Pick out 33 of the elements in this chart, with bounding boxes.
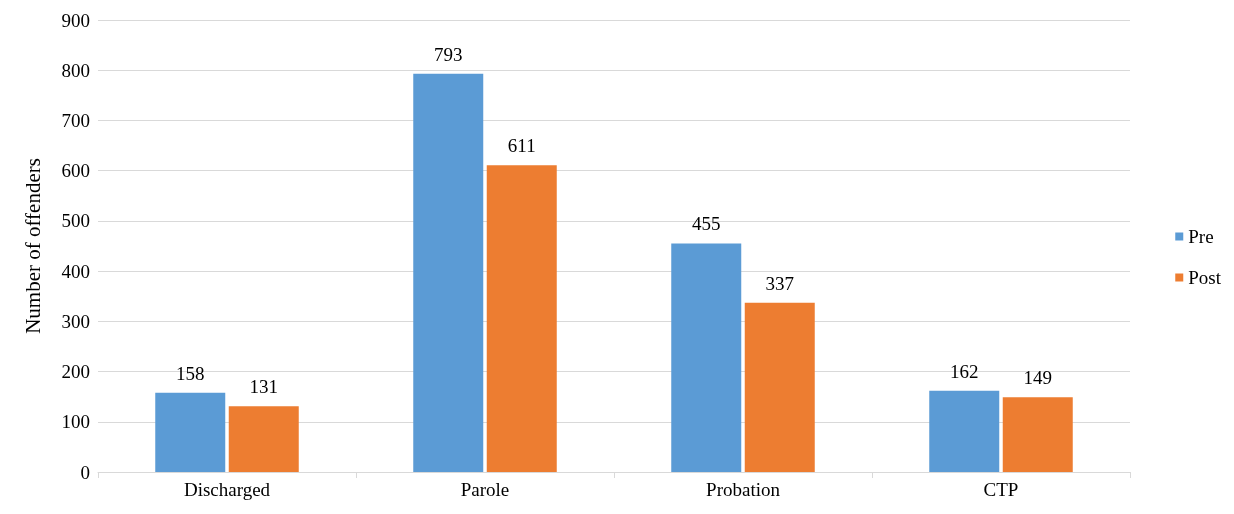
y-tick-label: 500 xyxy=(61,210,90,232)
y-tick-label: 0 xyxy=(80,461,90,483)
data-label: 158 xyxy=(176,362,205,384)
data-label: 611 xyxy=(507,135,536,157)
y-tick-label: 700 xyxy=(61,109,90,131)
y-tick-label: 200 xyxy=(61,361,90,383)
bar xyxy=(929,390,1000,472)
y-tick-label: 600 xyxy=(61,160,90,182)
bar xyxy=(155,392,226,472)
bar xyxy=(486,165,557,472)
x-tick-label: Parole xyxy=(460,479,510,500)
y-tick-label: 100 xyxy=(61,411,90,433)
y-tick-label: 400 xyxy=(61,260,90,282)
bar xyxy=(671,243,742,472)
legend-label: Pre xyxy=(1188,226,1214,247)
y-tick-label: 300 xyxy=(61,310,90,332)
bar xyxy=(744,302,815,472)
y-axis-title: Number of offenders xyxy=(20,158,45,334)
data-label: 337 xyxy=(765,272,794,294)
y-tick-label: 900 xyxy=(61,9,90,31)
bar xyxy=(1002,397,1073,472)
data-label: 149 xyxy=(1023,367,1052,389)
x-tick-label: Probation xyxy=(706,479,781,500)
data-label: 455 xyxy=(692,213,721,235)
data-label: 162 xyxy=(950,360,979,382)
x-tick-label: CTP xyxy=(983,479,1019,500)
legend-label: Post xyxy=(1188,267,1222,288)
x-tick-label: Discharged xyxy=(183,479,271,500)
bar xyxy=(228,406,299,472)
y-tick-label: 800 xyxy=(61,59,90,81)
data-label: 131 xyxy=(249,376,278,398)
data-label: 793 xyxy=(434,43,463,65)
bar xyxy=(413,73,484,472)
